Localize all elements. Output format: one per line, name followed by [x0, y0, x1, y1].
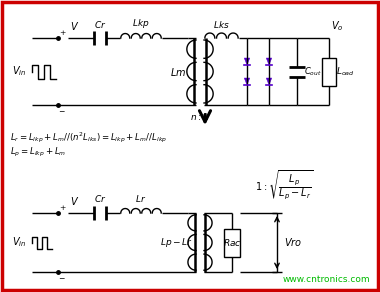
Text: $1:\sqrt{\dfrac{L_p}{L_p-L_r}}$: $1:\sqrt{\dfrac{L_p}{L_p-L_r}}$ — [255, 168, 314, 202]
Text: $L_{oad}$: $L_{oad}$ — [336, 65, 355, 78]
Text: www.cntronics.com: www.cntronics.com — [282, 275, 370, 284]
Polygon shape — [266, 58, 272, 65]
Polygon shape — [266, 78, 272, 85]
Text: $V$: $V$ — [70, 20, 80, 32]
Text: $V$: $V$ — [70, 195, 80, 207]
Text: $L_r = L_{lkp} + L_m//(n^2L_{lks}) = L_{lkp} + L_m // L_{lkp}$: $L_r = L_{lkp} + L_m//(n^2L_{lks}) = L_{… — [10, 131, 167, 145]
Text: $V_{in}$: $V_{in}$ — [12, 65, 26, 78]
Text: $V_{in}$: $V_{in}$ — [12, 236, 26, 249]
Text: $Lks$: $Lks$ — [213, 18, 230, 29]
Text: $Lr$: $Lr$ — [135, 194, 147, 204]
Text: $Vro$: $Vro$ — [284, 237, 302, 248]
Bar — [224, 229, 240, 256]
Polygon shape — [244, 78, 250, 85]
Text: $-$: $-$ — [58, 106, 66, 114]
Text: +: + — [59, 204, 65, 212]
Text: $L_p = L_{lkp} + L_m$: $L_p = L_{lkp} + L_m$ — [10, 145, 66, 159]
Text: $Cr$: $Cr$ — [94, 194, 106, 204]
Polygon shape — [244, 58, 250, 65]
Text: $C_{out}$: $C_{out}$ — [304, 65, 322, 78]
Text: $Rac$: $Rac$ — [223, 237, 241, 248]
Text: $-$: $-$ — [58, 273, 66, 281]
Text: $Lkp$: $Lkp$ — [132, 18, 150, 30]
Text: $Lp-Lr$: $Lp-Lr$ — [160, 236, 193, 249]
Bar — [322, 58, 336, 86]
Text: $n:1$: $n:1$ — [190, 112, 210, 123]
Text: $Lm$: $Lm$ — [170, 65, 186, 77]
Text: $Cr$: $Cr$ — [94, 18, 106, 29]
Text: +: + — [59, 29, 65, 37]
Text: $V_o$: $V_o$ — [331, 19, 343, 33]
